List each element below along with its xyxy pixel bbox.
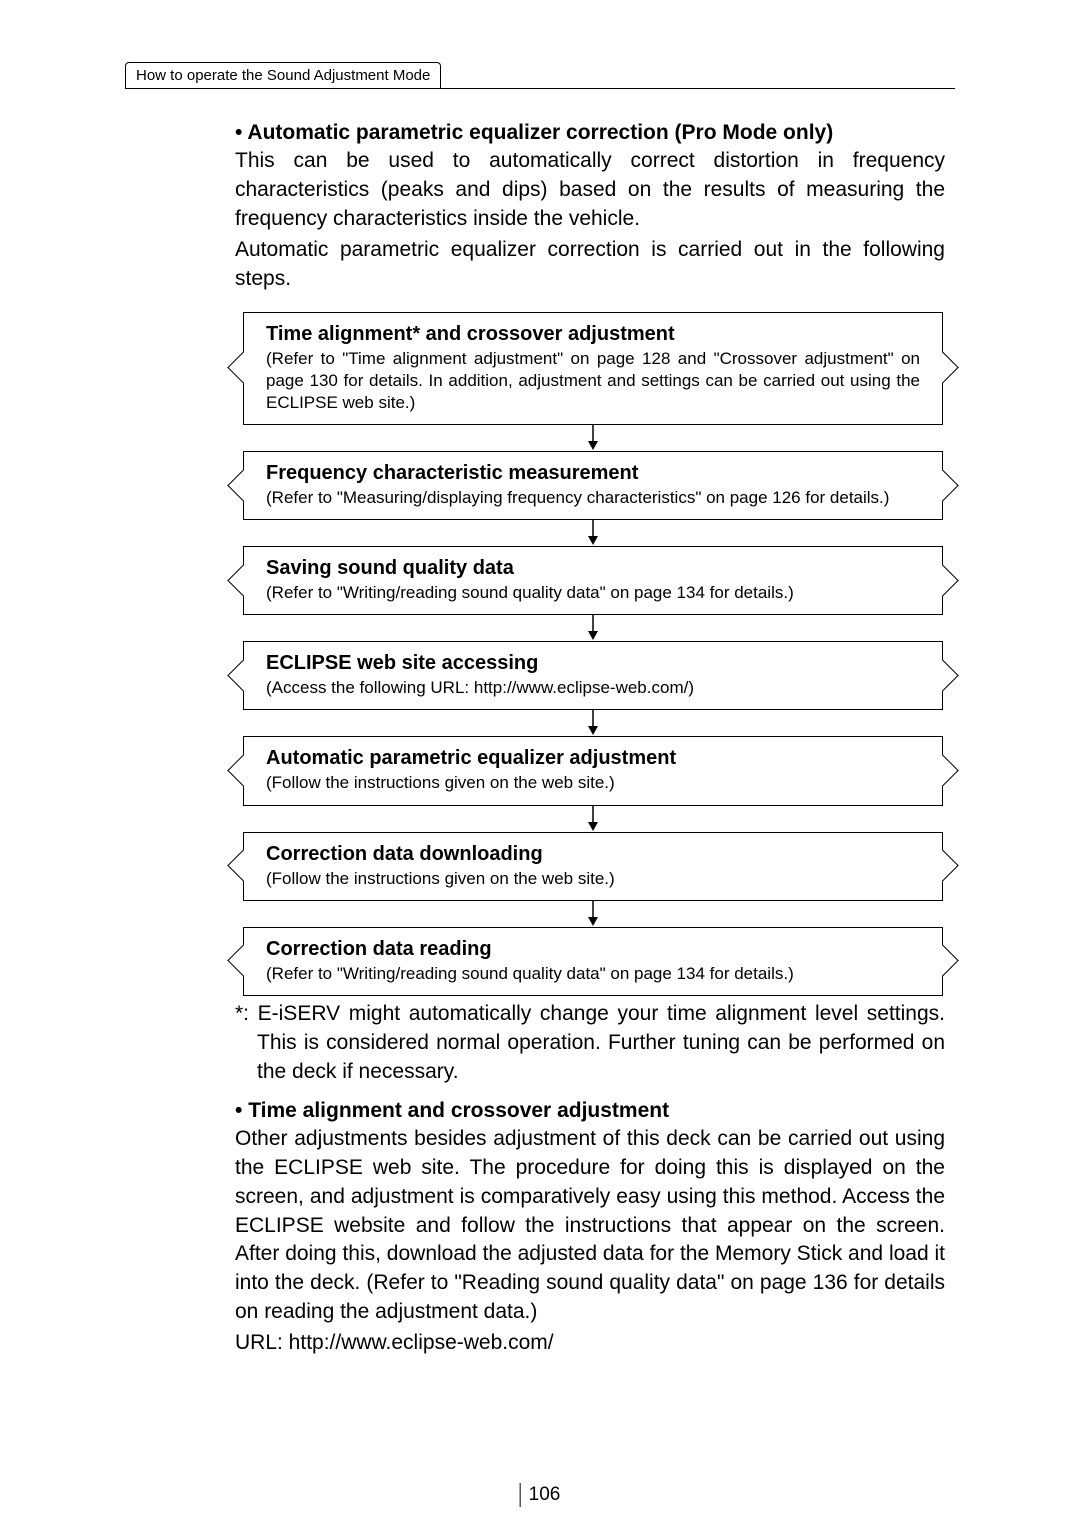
step-box: Saving sound quality data (Refer to "Wri… — [243, 546, 943, 615]
hex-box: Saving sound quality data (Refer to "Wri… — [243, 546, 943, 615]
footnote: *: E-iSERV might automatically change yo… — [235, 1000, 945, 1087]
section-url: URL: http://www.eclipse-web.com/ — [235, 1329, 945, 1358]
step-box: Automatic parametric equalizer adjustmen… — [243, 736, 943, 805]
arrow-down-icon — [243, 806, 943, 832]
step-box: Time alignment* and crossover adjustment… — [243, 312, 943, 425]
step-body: (Follow the instructions given on the we… — [266, 868, 920, 890]
hex-box: Frequency characteristic measurement (Re… — [243, 451, 943, 520]
section-time-alignment: Time alignment and crossover adjustment … — [235, 1099, 945, 1359]
arrow-down-icon — [243, 710, 943, 736]
step-box: Frequency characteristic measurement (Re… — [243, 451, 943, 520]
hex-box: Time alignment* and crossover adjustment… — [243, 312, 943, 425]
hex-box: Correction data reading (Refer to "Writi… — [243, 927, 943, 996]
page-number: 106 — [520, 1483, 561, 1507]
section-auto-eq: Automatic parametric equalizer correctio… — [235, 121, 945, 294]
step-box: ECLIPSE web site accessing (Access the f… — [243, 641, 943, 710]
arrow-down-icon — [243, 901, 943, 927]
step-title: ECLIPSE web site accessing — [266, 652, 920, 675]
step-title: Time alignment* and crossover adjustment — [266, 323, 920, 346]
section-para: Automatic parametric equalizer correctio… — [235, 236, 945, 294]
page: How to operate the Sound Adjustment Mode… — [125, 62, 955, 1376]
step-body: (Follow the instructions given on the we… — [266, 772, 920, 794]
step-title: Automatic parametric equalizer adjustmen… — [266, 747, 920, 770]
hex-box: Automatic parametric equalizer adjustmen… — [243, 736, 943, 805]
step-body: (Refer to "Time alignment adjustment" on… — [266, 348, 920, 414]
section-title: Automatic parametric equalizer correctio… — [235, 121, 945, 145]
content: Automatic parametric equalizer correctio… — [125, 89, 955, 1358]
step-body: (Refer to "Writing/reading sound quality… — [266, 963, 920, 985]
hex-box: ECLIPSE web site accessing (Access the f… — [243, 641, 943, 710]
step-body: (Access the following URL: http://www.ec… — [266, 677, 920, 699]
step-title: Correction data reading — [266, 938, 920, 961]
step-box: Correction data downloading (Follow the … — [243, 832, 943, 901]
step-title: Saving sound quality data — [266, 557, 920, 580]
hex-box: Correction data downloading (Follow the … — [243, 832, 943, 901]
section-para: This can be used to automatically correc… — [235, 147, 945, 234]
header-tab: How to operate the Sound Adjustment Mode — [125, 62, 441, 88]
step-title: Correction data downloading — [266, 843, 920, 866]
arrow-down-icon — [243, 520, 943, 546]
arrow-down-icon — [243, 615, 943, 641]
section-title: Time alignment and crossover adjustment — [235, 1099, 945, 1123]
step-box: Correction data reading (Refer to "Writi… — [243, 927, 943, 996]
step-body: (Refer to "Measuring/displaying frequenc… — [266, 487, 920, 509]
section-para: Other adjustments besides adjustment of … — [235, 1125, 945, 1328]
steps-flow: Time alignment* and crossover adjustment… — [243, 312, 943, 996]
step-title: Frequency characteristic measurement — [266, 462, 920, 485]
step-body: (Refer to "Writing/reading sound quality… — [266, 582, 920, 604]
header-tab-row: How to operate the Sound Adjustment Mode — [125, 62, 955, 89]
arrow-down-icon — [243, 425, 943, 451]
